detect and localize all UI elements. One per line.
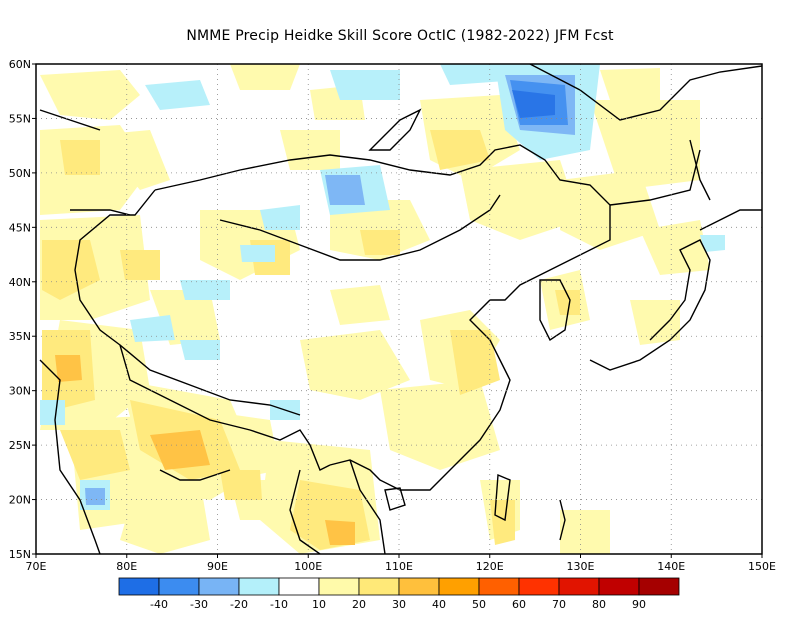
colorbar-label: -10 [270, 598, 288, 611]
lon-tick-label: 70E [26, 560, 47, 573]
colorbar-boxes [118, 577, 680, 596]
lon-tick-label: 100E [294, 560, 322, 573]
lon-tick-label: 90E [207, 560, 228, 573]
colorbar-label: 10 [312, 598, 326, 611]
colorbar-box [558, 577, 600, 596]
colorbar-box [358, 577, 400, 596]
colorbar-label: -40 [150, 598, 168, 611]
lon-tick-labels: 70E 80E 90E 100E 110E 120E 130E 140E 150E [26, 554, 776, 573]
colorbar-label: 50 [472, 598, 486, 611]
colorbar-label: -30 [190, 598, 208, 611]
colorbar-box [278, 577, 320, 596]
colorbar-box [638, 577, 680, 596]
lat-tick-label: 15N [9, 548, 31, 561]
colorbar-box [438, 577, 480, 596]
colorbar-box [398, 577, 440, 596]
colorbar-label: 70 [552, 598, 566, 611]
skill-field [40, 64, 725, 554]
colorbar-box [198, 577, 240, 596]
lon-tick-label: 80E [116, 560, 137, 573]
skill-30-40-patches [55, 355, 355, 545]
chart-title: NMME Precip Heidke Skill Score OctIC (19… [186, 28, 614, 44]
colorbar-box [518, 577, 560, 596]
lat-tick-label: 35N [9, 330, 31, 343]
lat-tick-label: 20N [9, 494, 31, 507]
skill-neg40-patches [512, 90, 555, 118]
colorbar-label: 20 [352, 598, 366, 611]
lon-tick-label: 150E [748, 560, 776, 573]
coastlines-and-borders [39, 64, 762, 554]
lat-tick-label: 55N [9, 112, 31, 125]
colorbar-label: 40 [432, 598, 446, 611]
colorbar-labels: -40 -30 -20 -10 10 20 30 40 50 60 70 80 90 [150, 598, 646, 611]
colorbar-label: 90 [632, 598, 646, 611]
lat-tick-labels: 15N 20N 25N 30N 35N 40N 45N 50N 55N 60N [9, 58, 36, 561]
lat-tick-label: 45N [9, 221, 31, 234]
lon-tick-label: 140E [657, 560, 685, 573]
colorbar-box [158, 577, 200, 596]
lat-tick-label: 40N [9, 276, 31, 289]
colorbar-label: 30 [392, 598, 406, 611]
lon-tick-label: 130E [567, 560, 595, 573]
colorbar-box [598, 577, 640, 596]
lon-tick-label: 120E [476, 560, 504, 573]
colorbar-box [238, 577, 280, 596]
lat-tick-label: 60N [9, 58, 31, 71]
colorbar-label: 80 [592, 598, 606, 611]
gridlines [36, 64, 762, 554]
colorbar-label: -20 [230, 598, 248, 611]
lon-tick-label: 110E [385, 560, 413, 573]
lat-tick-label: 25N [9, 439, 31, 452]
lat-tick-label: 50N [9, 167, 31, 180]
colorbar-box [318, 577, 360, 596]
colorbar-box [478, 577, 520, 596]
lat-tick-label: 30N [9, 385, 31, 398]
colorbar-box [118, 577, 160, 596]
colorbar-label: 60 [512, 598, 526, 611]
